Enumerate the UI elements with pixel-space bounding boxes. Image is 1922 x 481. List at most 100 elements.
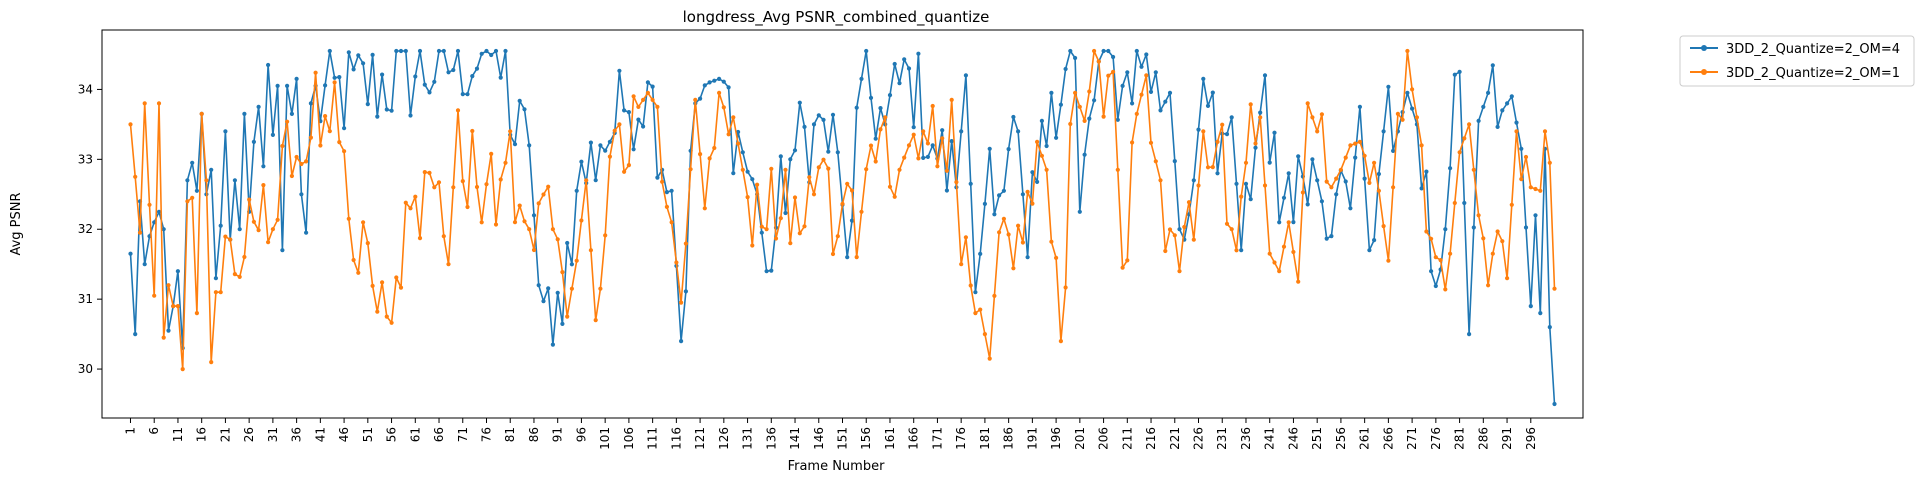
data-point (769, 268, 774, 273)
data-point (1381, 224, 1386, 229)
x-tick-label: 261 (1358, 427, 1372, 450)
data-point (479, 51, 484, 56)
data-point (1167, 90, 1173, 95)
data-point (1148, 89, 1154, 94)
data-point (617, 68, 622, 73)
data-point (887, 93, 893, 98)
data-point (683, 289, 689, 294)
data-point (1186, 200, 1192, 205)
data-point (702, 83, 707, 88)
data-point (802, 224, 807, 229)
data-point (750, 243, 755, 248)
data-point (436, 180, 442, 185)
data-point (275, 83, 280, 88)
data-point (1049, 90, 1054, 95)
data-point (664, 190, 670, 195)
data-point (1253, 145, 1258, 150)
data-point (1471, 225, 1476, 230)
x-tick-label: 186 (1002, 427, 1016, 450)
data-point (745, 195, 750, 200)
data-point (925, 154, 931, 159)
data-point (1410, 106, 1415, 111)
data-point (1172, 159, 1177, 164)
data-point (1163, 99, 1168, 104)
data-point (963, 73, 969, 78)
data-point (1139, 64, 1144, 69)
data-point (1082, 118, 1087, 123)
x-tick-label: 211 (1120, 427, 1134, 450)
data-point (209, 360, 214, 365)
legend-label-om1: 3DD_2_Quantize=2_OM=1 (1726, 66, 1900, 81)
data-point (1386, 84, 1391, 89)
data-point (218, 290, 223, 295)
data-point (299, 161, 304, 167)
x-axis: 1 6 11 16 21 26 31 36 41 46 51 56 61 66 71 76 81 86 91 96 10… (123, 418, 1538, 450)
data-point (1239, 248, 1244, 253)
x-tick-label: 286 (1476, 427, 1490, 450)
data-point (1087, 116, 1092, 121)
data-point (1163, 248, 1168, 254)
data-point (380, 72, 385, 77)
data-point (560, 321, 565, 326)
data-point (1486, 283, 1491, 288)
data-point (1191, 178, 1196, 183)
data-point (1286, 220, 1291, 225)
data-point (1020, 240, 1025, 245)
data-point (830, 112, 836, 117)
data-point (830, 251, 836, 257)
data-point (1182, 224, 1187, 230)
data-point (1158, 108, 1163, 113)
data-point (541, 192, 546, 197)
data-point (1348, 143, 1353, 148)
data-point (1220, 122, 1225, 127)
data-point (1205, 103, 1211, 108)
data-point (1386, 258, 1391, 263)
data-point (432, 185, 437, 190)
data-point (204, 178, 209, 183)
data-point (1044, 167, 1049, 172)
data-point (190, 195, 195, 200)
x-tick-label: 106 (622, 427, 636, 450)
data-point (256, 104, 261, 109)
data-point (1419, 186, 1424, 191)
x-tick-label: 126 (717, 427, 731, 450)
legend-marker-om1 (1701, 69, 1707, 75)
data-point (1523, 225, 1529, 230)
data-point (1248, 197, 1253, 202)
data-point (1319, 112, 1324, 117)
data-point (522, 107, 527, 112)
data-point (1315, 178, 1320, 183)
data-point (835, 150, 840, 155)
data-point (688, 167, 693, 172)
data-point (878, 127, 883, 132)
x-tick-label: 296 (1524, 427, 1538, 450)
data-point (1291, 249, 1296, 255)
x-tick-label: 271 (1405, 427, 1419, 450)
data-point (1462, 200, 1467, 206)
data-point (380, 280, 385, 285)
data-point (1528, 185, 1533, 190)
data-point (707, 80, 712, 85)
data-point (987, 356, 992, 361)
x-tick-label: 26 (242, 427, 256, 442)
data-point (982, 332, 988, 337)
data-point (346, 50, 351, 55)
x-tick-label: 146 (812, 427, 826, 450)
data-point (1016, 129, 1021, 134)
series-0 (128, 48, 1557, 407)
y-axis: 30 31 32 33 34 (78, 82, 102, 376)
data-point (1547, 325, 1552, 330)
data-point (940, 136, 945, 141)
data-point (783, 167, 788, 172)
data-point (432, 79, 437, 84)
data-point (1153, 70, 1158, 75)
data-point (1424, 169, 1429, 174)
data-point (474, 66, 480, 71)
data-point (1191, 237, 1196, 242)
data-point (550, 342, 556, 347)
data-point (1448, 251, 1453, 256)
data-point (1319, 199, 1324, 204)
data-point (1338, 167, 1343, 172)
data-point (854, 255, 859, 260)
data-point (764, 269, 769, 274)
